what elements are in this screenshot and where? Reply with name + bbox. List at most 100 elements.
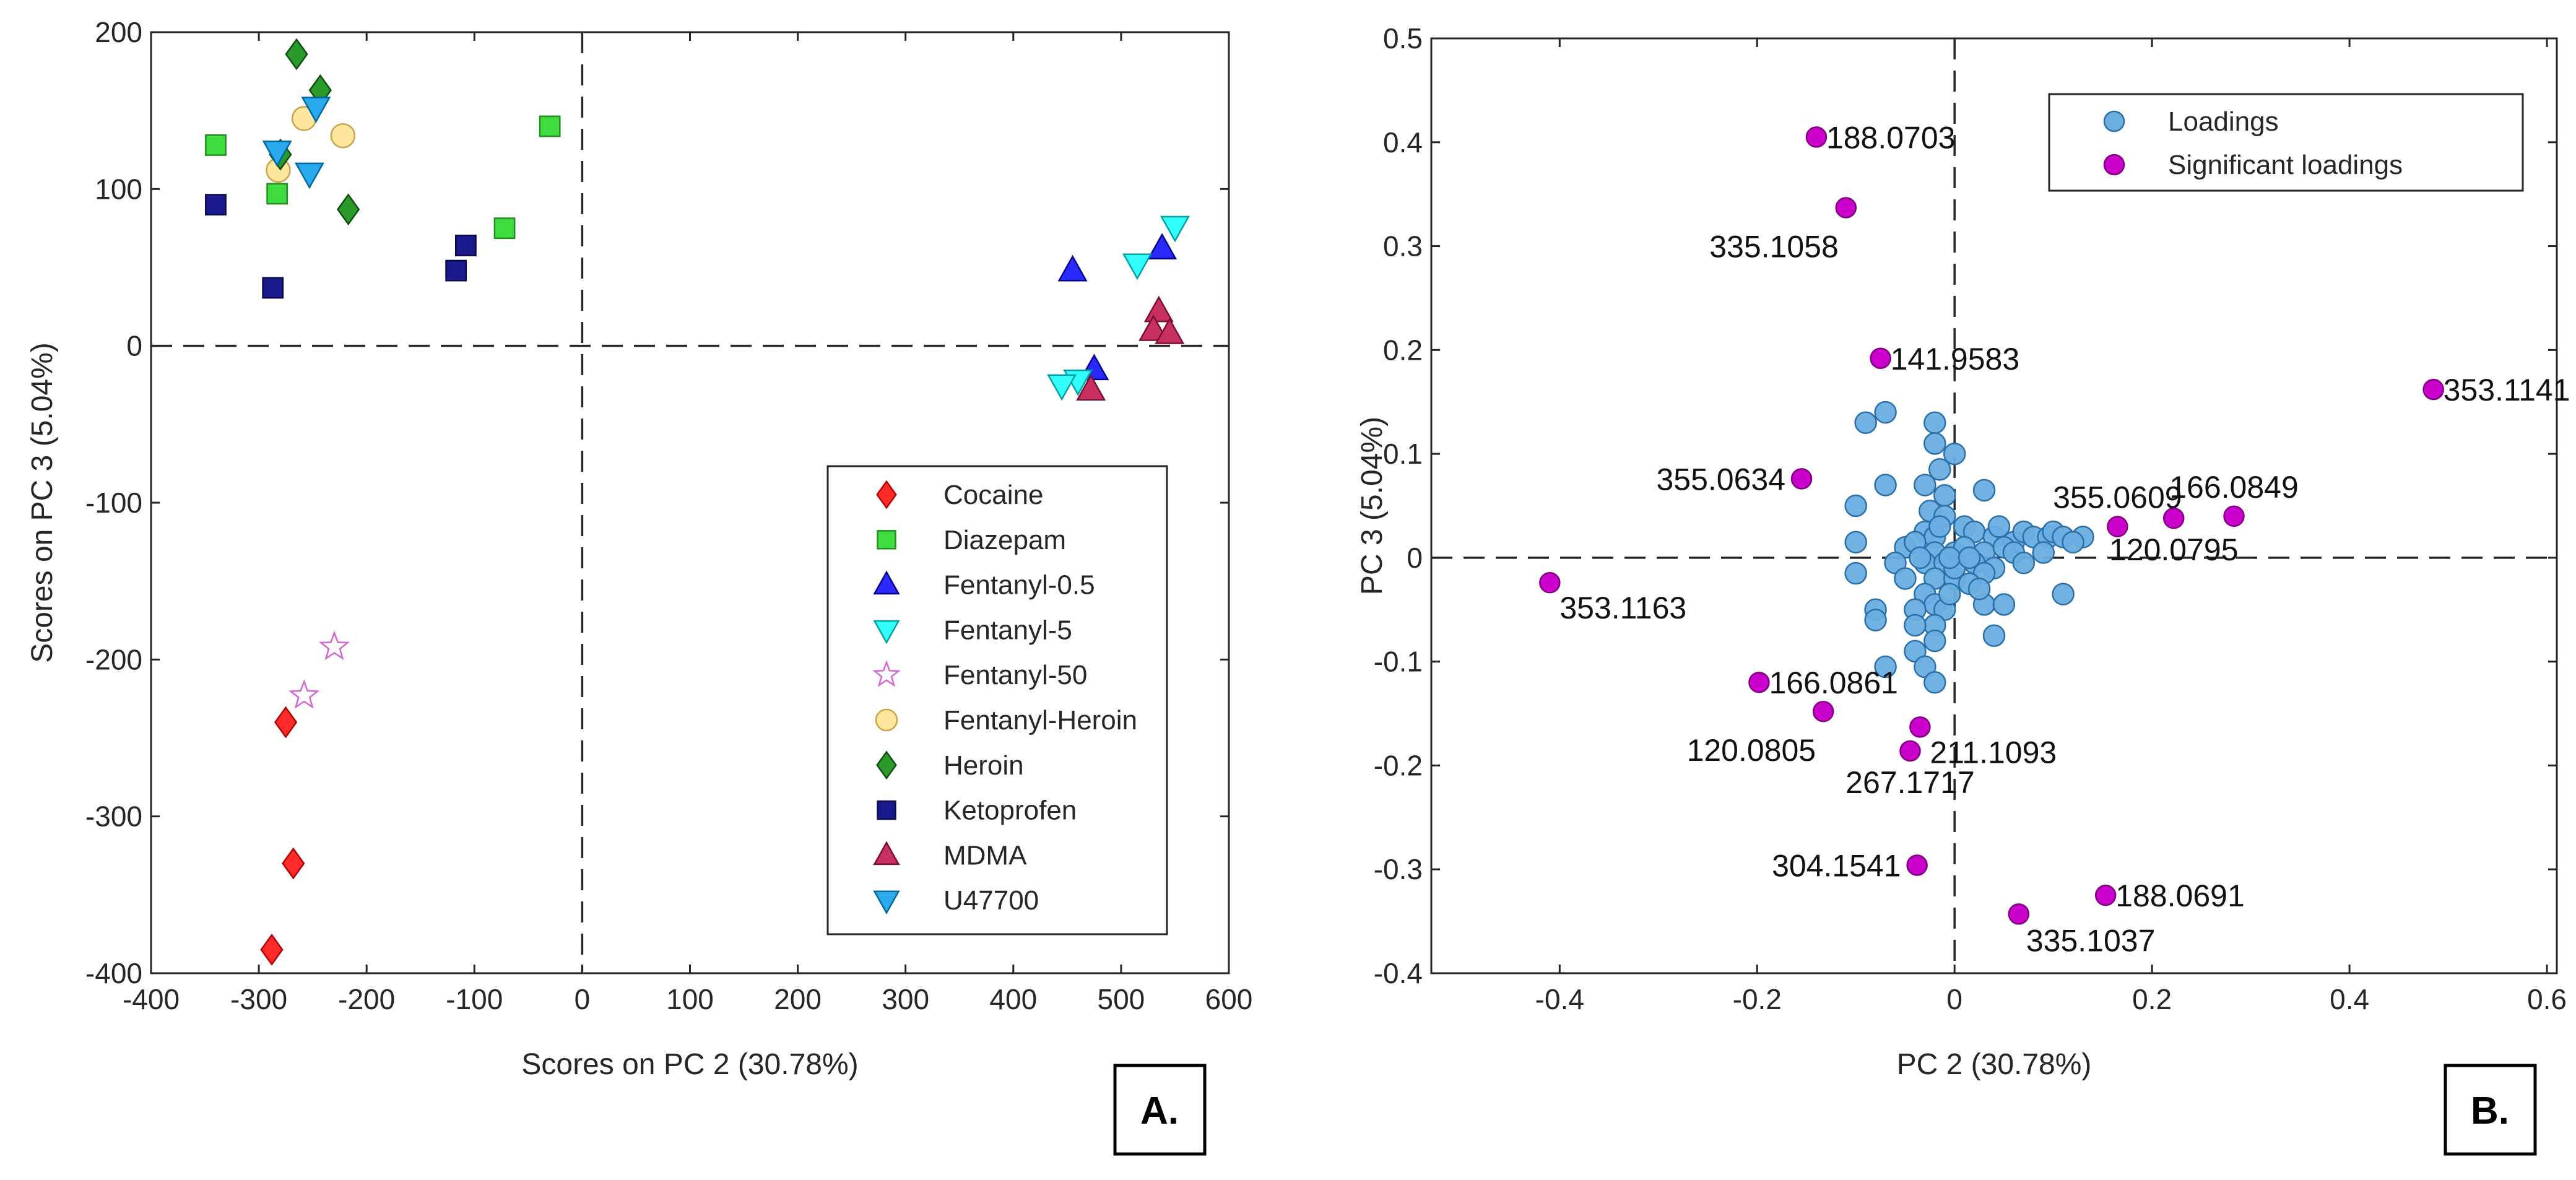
loading-point xyxy=(1938,583,1961,605)
point-heroin xyxy=(285,38,308,71)
x-tick-label-a: -300 xyxy=(230,983,287,1015)
x-tick-label-a: 500 xyxy=(1098,983,1145,1015)
loading-label-188-0703: 188.0703 xyxy=(1826,120,1956,155)
loading-label-166-0849: 166.0849 xyxy=(2169,470,2299,505)
point-diazepam xyxy=(266,183,288,205)
loading-label-353-1141: 353.1141 xyxy=(2444,373,2570,407)
legend-box-b xyxy=(2048,93,2524,192)
y-tick-label-a: -400 xyxy=(85,957,142,989)
panel-label-b: B. xyxy=(2471,1090,2509,1132)
point-ketoprofen xyxy=(454,235,477,256)
legend-marker-ketoprofen xyxy=(877,800,896,820)
loading-point xyxy=(1923,629,1946,653)
point-fentanyl-heroin xyxy=(330,123,356,149)
loading-point xyxy=(1874,401,1897,424)
y-tick-label-b: 0.5 xyxy=(1383,22,1423,54)
loading-point xyxy=(1958,546,1981,570)
y-tick-label-b: 0.1 xyxy=(1383,438,1423,470)
loading-label-355-0634: 355.0634 xyxy=(1656,462,1785,497)
legend-label-cocaine: Cocaine xyxy=(943,480,1043,510)
loading-point xyxy=(1928,515,1951,538)
loading-point xyxy=(1943,442,1966,466)
x-tick-label-a: 200 xyxy=(774,983,822,1015)
legend-label-u47700: U47700 xyxy=(943,885,1039,916)
point-ketoprofen xyxy=(445,259,467,282)
loading-label-188-0691: 188.0691 xyxy=(2115,878,2245,913)
point-fentanyl-50 xyxy=(288,679,320,709)
loading-point xyxy=(1844,494,1867,518)
legend-marker-fentanyl-50 xyxy=(872,660,901,687)
point-u47700 xyxy=(301,97,331,123)
y-tick-label-b: 0 xyxy=(1407,542,1423,574)
legend-label-heroin: Heroin xyxy=(943,750,1024,781)
y-tick-label-b: -0.3 xyxy=(1374,853,1423,885)
significant-loading-point xyxy=(1906,854,1928,876)
legend-label-ketoprofen: Ketoprofen xyxy=(943,796,1077,826)
legend-label-fentanyl-0-5: Fentanyl-0.5 xyxy=(943,570,1095,601)
point-ketoprofen xyxy=(262,277,284,299)
x-tick-label-b: 0.2 xyxy=(2132,983,2172,1015)
x-tick-label-a: 100 xyxy=(666,983,714,1015)
x-axis-label-a: Scores on PC 2 (30.78%) xyxy=(521,1048,858,1081)
significant-loading-point xyxy=(1909,716,1931,738)
significant-loading-point xyxy=(1805,126,1828,148)
x-tick-label-a: 600 xyxy=(1205,983,1253,1015)
loading-point xyxy=(1864,609,1887,631)
loading-label-141-9583: 141.9583 xyxy=(1891,342,2020,376)
loading-point xyxy=(1967,577,1991,601)
legend-marker-significant-loadings xyxy=(2103,154,2125,176)
legend-marker-diazepam xyxy=(877,530,896,550)
legend-marker-heroin xyxy=(876,750,897,780)
x-tick-label-a: 400 xyxy=(989,983,1037,1015)
loading-label-166-0861: 166.0861 xyxy=(1769,666,1898,700)
significant-loading-point xyxy=(1835,197,1857,219)
loading-point xyxy=(1844,531,1867,553)
y-tick-label-a: -200 xyxy=(85,643,142,675)
loading-point xyxy=(1923,432,1946,455)
point-u47700 xyxy=(262,141,292,167)
loading-point xyxy=(1928,458,1951,481)
loading-point xyxy=(1987,515,2011,538)
loading-point xyxy=(1992,593,2016,616)
x-tick-label-a: -400 xyxy=(123,983,180,1015)
loading-point xyxy=(1854,411,1877,435)
legend-label-loadings: Loadings xyxy=(2168,106,2279,137)
point-mdma xyxy=(1076,374,1106,401)
significant-loading-point xyxy=(1812,700,1834,722)
loading-point xyxy=(1923,411,1946,435)
point-fentanyl-50 xyxy=(318,630,350,661)
x-tick-label-a: 300 xyxy=(882,983,929,1015)
point-fentanyl-5 xyxy=(1047,374,1077,401)
loading-label-120-0795: 120.0795 xyxy=(2109,532,2239,567)
significant-loading-point xyxy=(2422,378,2444,401)
panel-label-a: A. xyxy=(1140,1090,1179,1132)
point-cocaine xyxy=(282,847,305,880)
significant-loading-point xyxy=(2008,903,2030,925)
legend-marker-cocaine xyxy=(876,480,897,510)
y-tick-label-a: 200 xyxy=(95,16,142,48)
loading-point xyxy=(1923,670,1946,694)
loading-point xyxy=(1938,546,1961,570)
legend-label-fentanyl-heroin: Fentanyl-Heroin xyxy=(943,705,1137,735)
point-ketoprofen xyxy=(205,194,227,216)
point-fentanyl-0-5 xyxy=(1057,254,1088,282)
legend-marker-u47700 xyxy=(873,890,900,915)
loading-point xyxy=(1972,479,1996,502)
loading-point xyxy=(1874,655,1897,679)
loading-point xyxy=(2062,531,2084,553)
loading-label-335-1037: 335.1037 xyxy=(2026,923,2156,958)
legend-marker-loadings xyxy=(2103,110,2125,132)
panel-a-chart: -400 -300 -200 -100 0 100 200 300 400 500 600 -400 -… xyxy=(26,16,1253,1156)
legend-marker-fentanyl-heroin xyxy=(875,708,898,732)
significant-loading-point xyxy=(2162,507,2185,529)
y-tick-label-b: 0.2 xyxy=(1383,334,1423,366)
point-cocaine xyxy=(260,934,284,966)
x-axis-label-b: PC 2 (30.78%) xyxy=(1897,1048,2092,1081)
legend-b: Loadings Significant loadings xyxy=(2048,93,2524,192)
panel-label-box-b xyxy=(2444,1064,2537,1156)
x-tick-label-b: -0.4 xyxy=(1535,983,1584,1015)
significant-loading-point xyxy=(2094,884,2117,906)
y-tick-label-b: -0.2 xyxy=(1374,749,1423,781)
loading-label-335-1058: 335.1058 xyxy=(1709,229,1839,264)
